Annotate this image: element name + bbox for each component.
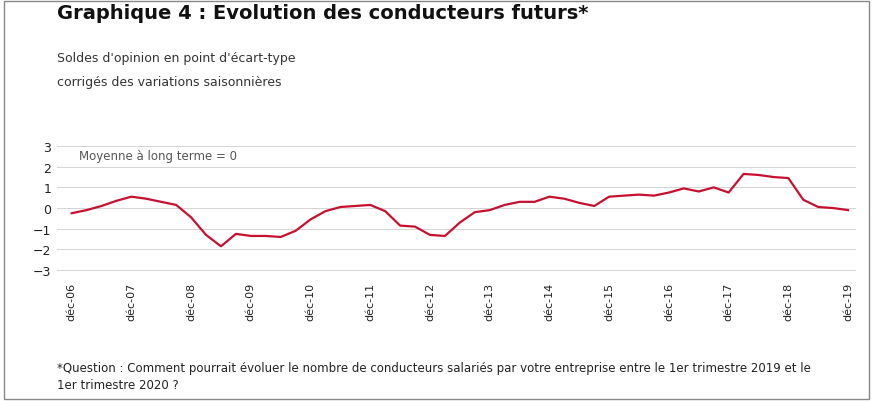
Text: Moyenne à long terme = 0: Moyenne à long terme = 0: [79, 150, 237, 163]
Text: Graphique 4 : Evolution des conducteurs futurs*: Graphique 4 : Evolution des conducteurs …: [57, 4, 588, 23]
Text: *Question : Comment pourrait évoluer le nombre de conducteurs salariés par votre: *Question : Comment pourrait évoluer le …: [57, 361, 811, 391]
Text: Soldes d'opinion en point d'écart-type: Soldes d'opinion en point d'écart-type: [57, 52, 295, 65]
Text: corrigés des variations saisonnières: corrigés des variations saisonnières: [57, 76, 281, 89]
